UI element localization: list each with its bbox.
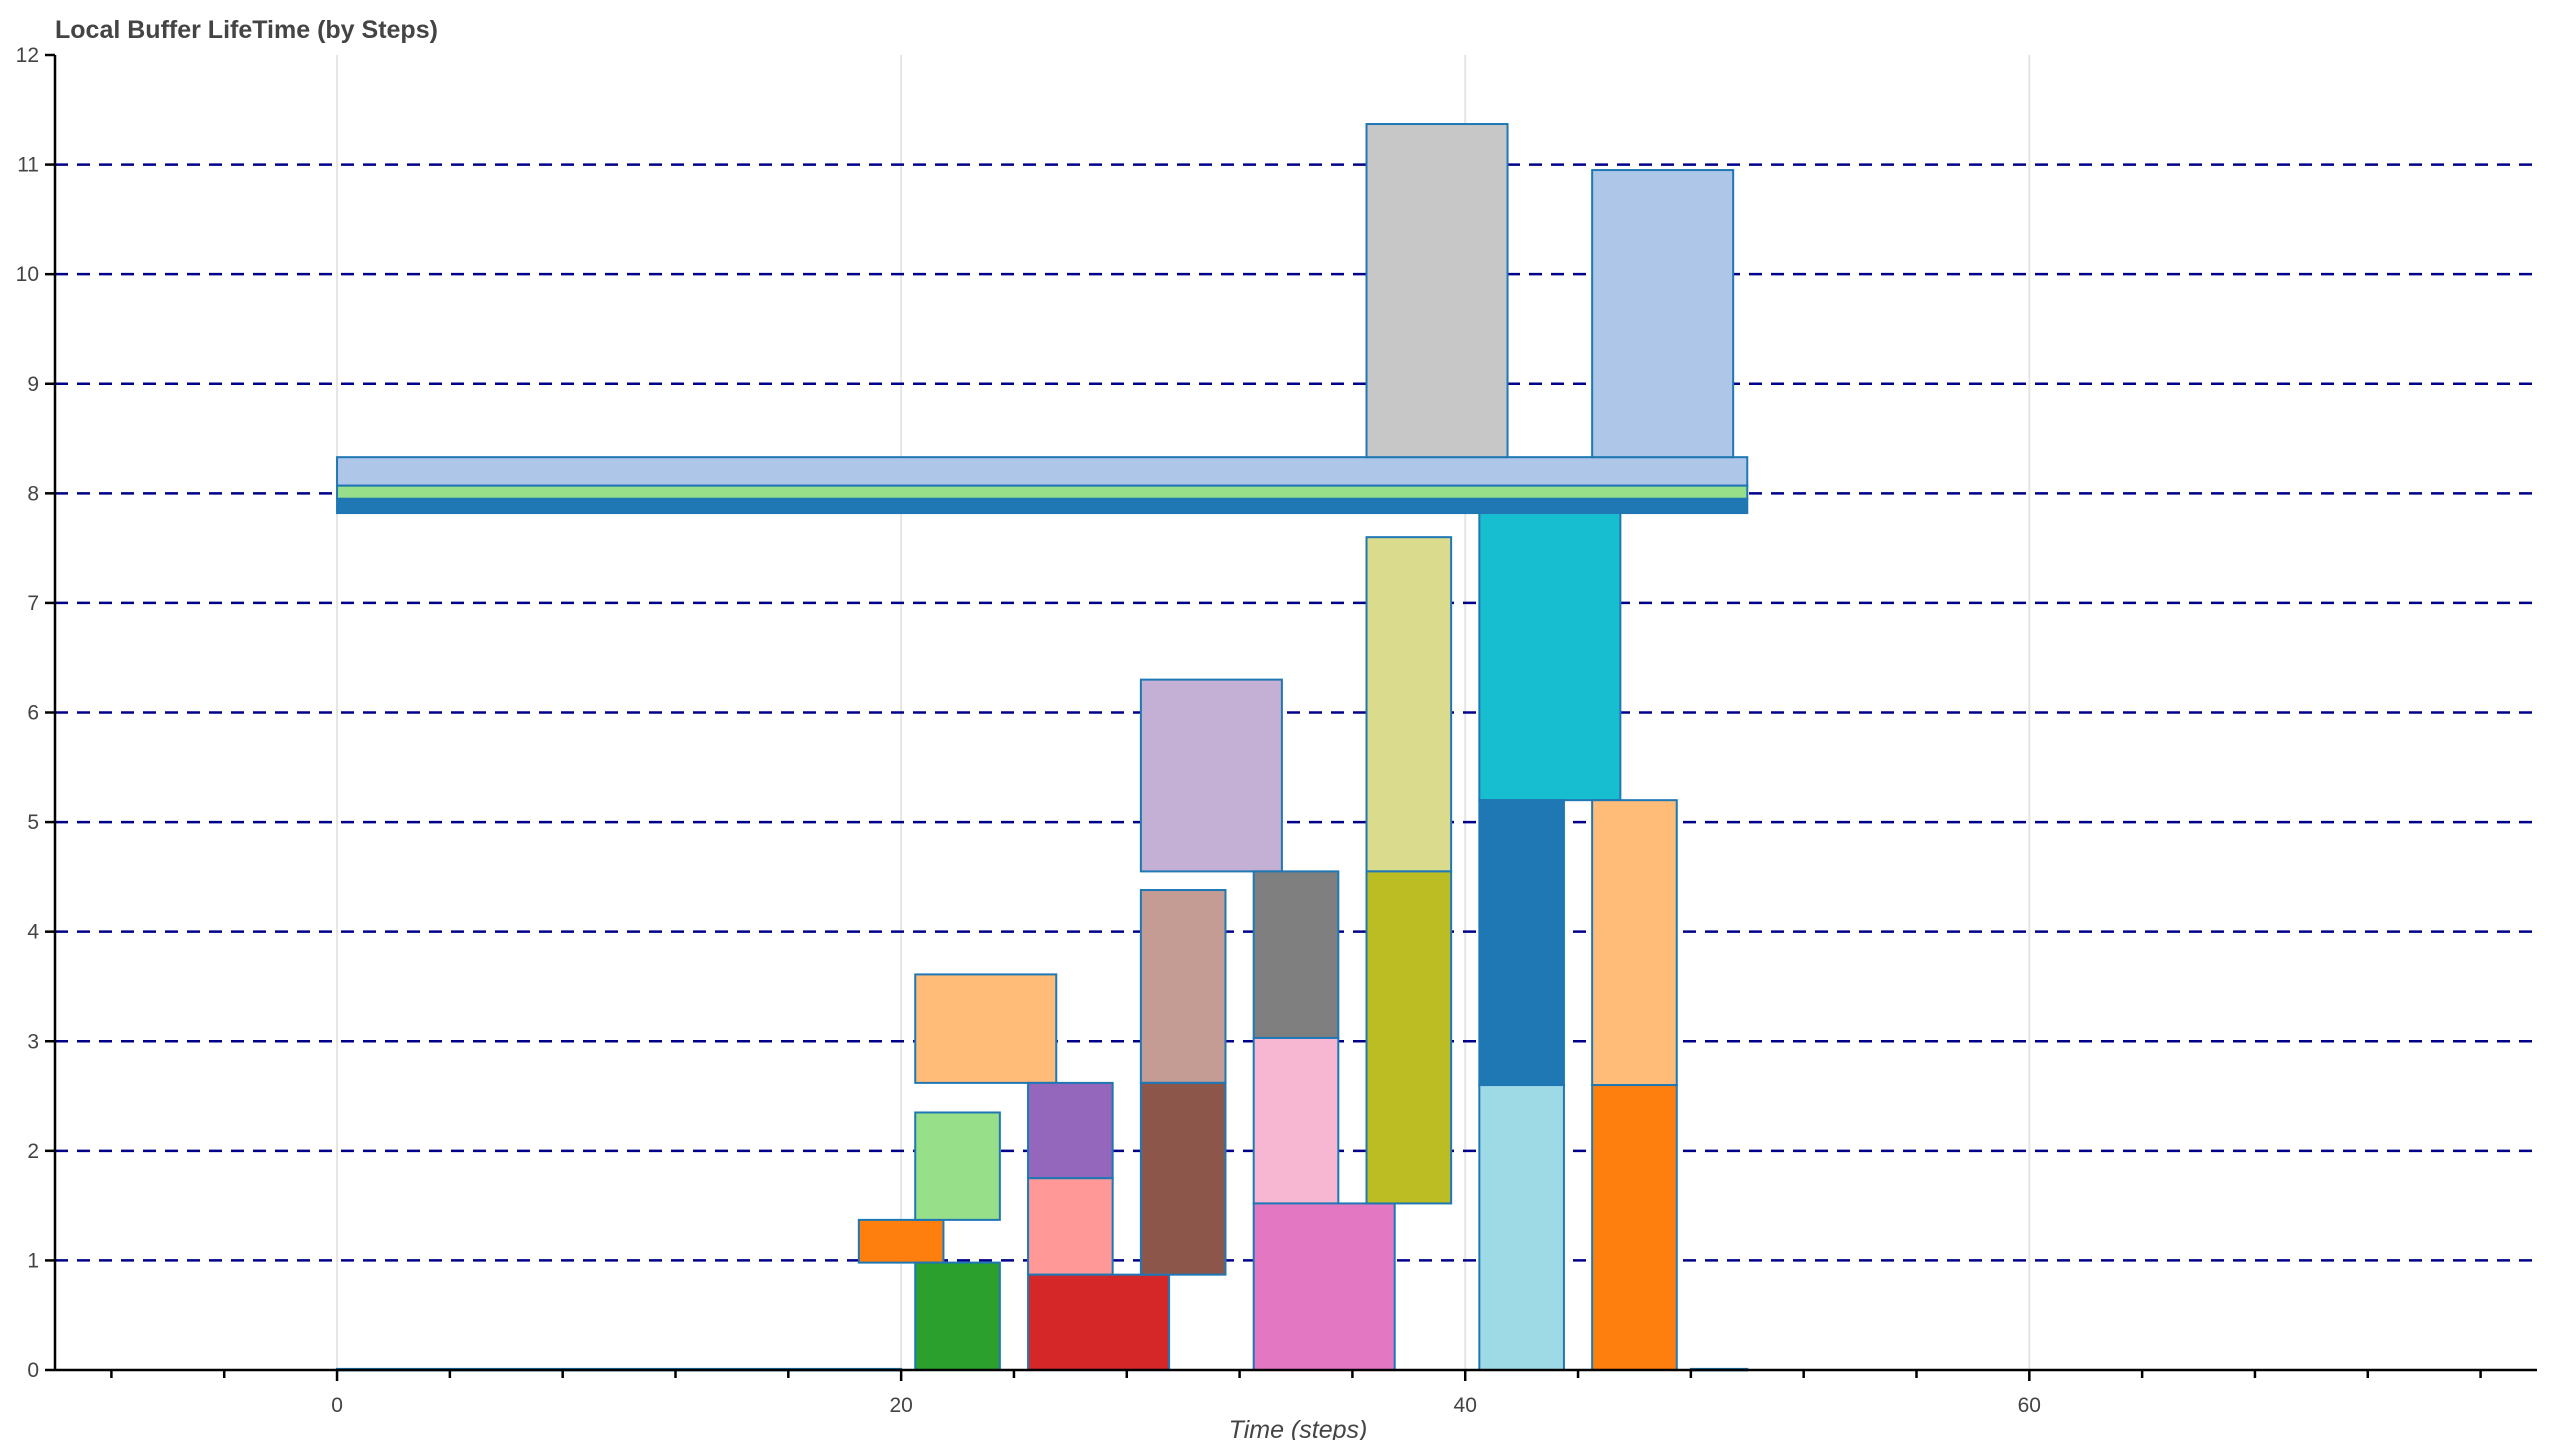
buffer-rect: [1027, 1177, 1114, 1276]
x-tick-label: 60: [2018, 1394, 2041, 1417]
chart-title: Local Buffer LifeTime (by Steps): [55, 16, 438, 44]
buffer-rect: [1139, 678, 1283, 873]
buffer-rect: [1252, 1202, 1396, 1372]
buffer-rect: [1478, 1084, 1565, 1372]
buffer-rect: [1139, 889, 1227, 1084]
y-tick-label: 10: [16, 263, 39, 286]
y-tick-label: 6: [27, 702, 39, 725]
y-tick-label: 4: [27, 921, 39, 944]
y-tick-label: 2: [27, 1140, 39, 1163]
buffer-rect: [1478, 799, 1565, 1087]
buffer-rect: [1591, 1084, 1678, 1372]
buffer-rect: [1591, 169, 1735, 459]
y-tick-label: 5: [27, 811, 39, 834]
x-tick-label: 40: [1454, 1394, 1477, 1417]
buffer-rect: [1365, 870, 1453, 1205]
y-tick-label: 9: [27, 373, 39, 396]
buffer-rect: [1252, 870, 1340, 1039]
y-tick-label: 8: [27, 482, 39, 505]
buffer-rect: [857, 1218, 945, 1264]
buffer-rect: [336, 484, 1749, 500]
y-tick-label: 1: [27, 1249, 39, 1272]
x-axis-label: Time (steps): [1229, 1416, 1368, 1440]
buffer-rect: [1027, 1273, 1171, 1371]
buffer-rect: [336, 497, 1749, 515]
y-tick-label: 7: [27, 592, 39, 615]
buffer-rect: [1027, 1081, 1114, 1180]
buffer-rect: [914, 1261, 1001, 1371]
buffer-rect: [1591, 799, 1678, 1087]
y-tick-label: 3: [27, 1030, 39, 1053]
y-tick-label: 12: [16, 44, 39, 67]
buffer-rect: [914, 1111, 1001, 1221]
y-tick-label: 0: [27, 1359, 39, 1382]
x-tick-label: 20: [889, 1394, 912, 1417]
buffer-rect: [914, 973, 1058, 1084]
buffer-rect: [336, 456, 1749, 487]
x-tick-label: 0: [331, 1394, 343, 1417]
y-tick-label: 11: [17, 154, 39, 177]
buffer-rect: [1365, 536, 1453, 873]
buffer-rect: [1365, 123, 1509, 459]
buffer-rect: [1252, 1036, 1340, 1205]
buffer-rects: [336, 123, 1749, 1372]
buffer-rect: [1478, 512, 1622, 802]
buffer-rect: [1139, 1081, 1227, 1276]
